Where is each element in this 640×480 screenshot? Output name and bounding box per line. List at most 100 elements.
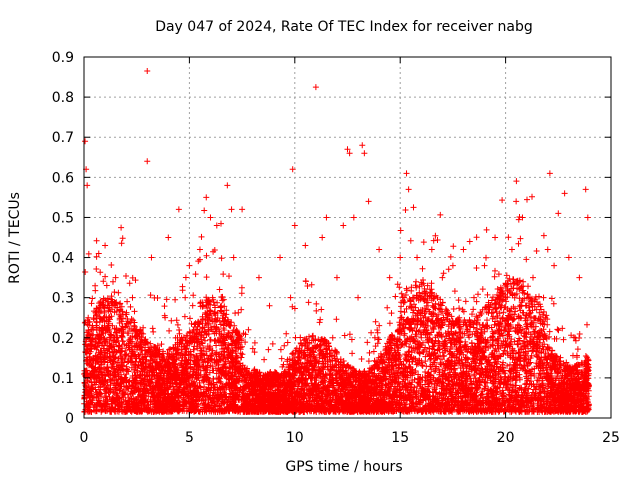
data-point — [576, 274, 583, 281]
data-point — [91, 366, 98, 373]
data-point — [308, 374, 315, 381]
data-point — [84, 182, 91, 189]
data-point — [470, 294, 477, 301]
data-point — [165, 234, 172, 241]
data-point — [85, 314, 92, 321]
data-point — [224, 182, 231, 189]
data-point — [329, 334, 336, 341]
data-point — [409, 294, 416, 301]
data-point — [530, 274, 537, 281]
data-point — [561, 190, 568, 197]
data-point — [523, 302, 530, 309]
data-point — [582, 186, 589, 193]
x-tick-label: 15 — [391, 430, 409, 446]
data-point — [182, 294, 189, 301]
data-point — [466, 238, 473, 245]
data-point — [456, 314, 463, 321]
data-point — [572, 334, 579, 341]
data-point — [414, 254, 421, 261]
data-point — [397, 254, 404, 261]
data-point — [333, 274, 340, 281]
data-point — [102, 242, 109, 249]
data-point — [161, 374, 168, 381]
data-point — [386, 274, 393, 281]
data-point — [289, 166, 296, 173]
data-point — [445, 374, 452, 381]
chart-title: Day 047 of 2024, Rate Of TEC Index for r… — [155, 19, 533, 35]
data-point — [340, 222, 347, 229]
data-point — [234, 354, 241, 361]
x-tick-label: 5 — [185, 430, 194, 446]
data-point — [403, 170, 410, 177]
data-point — [277, 254, 284, 261]
x-tick-label: 10 — [286, 430, 304, 446]
data-point — [502, 294, 509, 301]
data-point — [346, 150, 353, 157]
y-tick-label: 0.7 — [52, 130, 74, 146]
data-point — [144, 68, 151, 75]
data-point — [203, 194, 210, 201]
data-point — [519, 214, 526, 221]
y-axis-tick-labels: 0 0.1 0.2 0.3 0.4 0.5 0.6 0.7 0.8 0.9 — [52, 50, 74, 427]
data-point — [492, 234, 499, 241]
data-point — [249, 374, 256, 381]
data-point — [230, 254, 237, 261]
data-point — [270, 394, 277, 401]
data-point — [118, 354, 125, 361]
axis-ticks — [83, 56, 612, 419]
data-point — [175, 206, 182, 213]
data-point — [477, 354, 484, 361]
data-point — [213, 222, 220, 229]
data-point — [365, 198, 372, 205]
data-point — [296, 354, 303, 361]
data-marks — [81, 68, 592, 415]
data-point — [148, 254, 155, 261]
data-point — [255, 274, 262, 281]
y-tick-label: 0.1 — [52, 371, 74, 387]
data-point — [376, 246, 383, 253]
data-point — [555, 210, 562, 217]
data-point — [508, 246, 515, 253]
data-point — [207, 214, 214, 221]
plot-frame — [83, 56, 612, 419]
data-point — [418, 334, 425, 341]
data-point — [260, 382, 267, 389]
data-point — [239, 206, 246, 213]
data-point — [361, 150, 368, 157]
y-tick-label: 0.5 — [52, 210, 74, 226]
data-point — [169, 354, 176, 361]
data-point — [460, 246, 467, 253]
data-point — [196, 246, 203, 253]
x-axis-tick-labels: 0 5 10 15 20 25 — [80, 430, 620, 446]
data-point — [281, 342, 288, 349]
data-point — [287, 294, 294, 301]
data-point — [584, 214, 591, 221]
data-point — [481, 262, 488, 269]
data-point — [291, 222, 298, 229]
y-tick-label: 0.8 — [52, 90, 74, 106]
data-point — [551, 262, 558, 269]
x-tick-label: 0 — [80, 430, 89, 446]
y-tick-label: 0.6 — [52, 170, 74, 186]
data-point — [371, 334, 378, 341]
data-point — [123, 382, 130, 389]
data-point — [439, 274, 446, 281]
data-point — [428, 246, 435, 253]
data-point — [534, 334, 541, 341]
data-point — [405, 186, 412, 193]
data-point — [546, 170, 553, 177]
y-axis-label: ROTI / TECUs — [7, 192, 23, 284]
x-axis-label: GPS time / hours — [285, 459, 402, 475]
data-point — [350, 214, 357, 221]
data-point — [382, 382, 389, 389]
data-point — [424, 282, 431, 289]
data-point — [245, 326, 252, 333]
data-point — [540, 294, 547, 301]
data-point — [87, 342, 94, 349]
data-point — [129, 294, 136, 301]
data-point — [228, 206, 235, 213]
data-point — [106, 334, 113, 341]
data-point — [323, 214, 330, 221]
data-point — [344, 146, 351, 153]
data-point — [82, 138, 89, 145]
